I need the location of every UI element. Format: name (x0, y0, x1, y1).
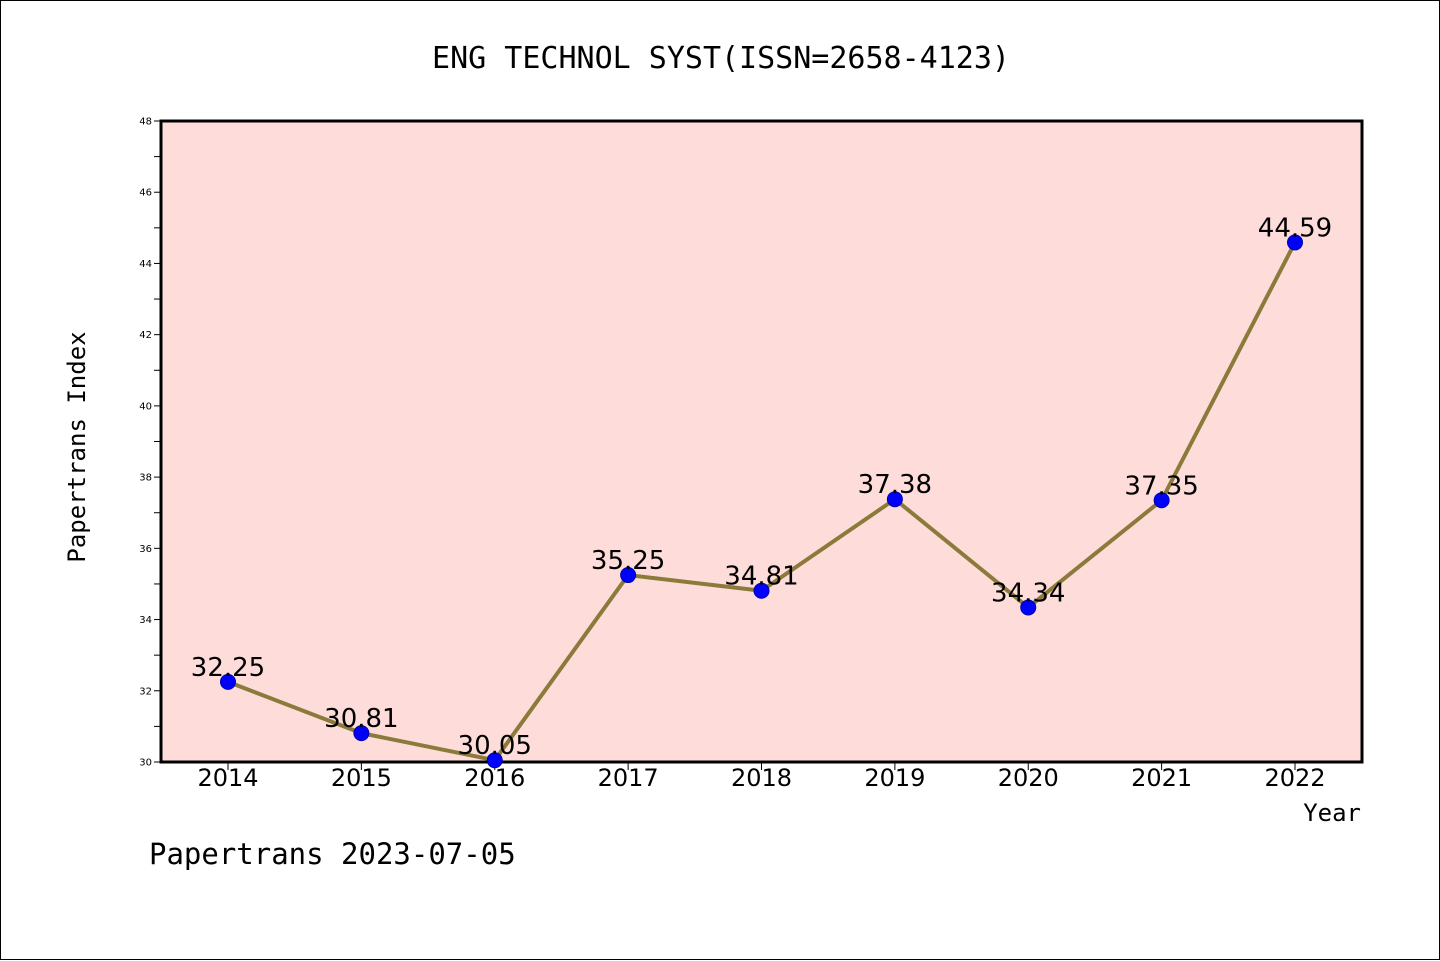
x-tick-label: 2015 (331, 764, 392, 792)
footer-date: Papertrans 2023-07-05 (149, 837, 516, 871)
x-tick-label: 2014 (197, 764, 258, 792)
x-tick-label: 2019 (864, 764, 925, 792)
x-tick-label: 2018 (731, 764, 792, 792)
data-label: 34.34 (991, 578, 1065, 608)
data-label: 37.35 (1124, 471, 1198, 501)
data-label: 32.25 (191, 653, 265, 683)
x-tick-label: 2016 (464, 764, 525, 792)
x-tick-label: 2021 (1131, 764, 1192, 792)
data-label: 35.25 (591, 546, 665, 576)
y-tick-label: 34 (139, 615, 152, 626)
x-axis: 2014 2015 2016 2017 2018 2019 2020 2021 2022 (197, 762, 1326, 792)
data-labels: 32.25 30.81 30.05 35.25 34.81 37.38 34.34 37.35… (191, 213, 1332, 761)
x-tick-label: 2020 (998, 764, 1059, 792)
y-tick-label: 42 (139, 330, 152, 341)
y-tick-label: 38 (139, 473, 152, 484)
y-tick-label: 30 (139, 758, 152, 769)
data-label: 30.05 (458, 731, 532, 761)
x-tick-label: 2017 (598, 764, 659, 792)
y-axis-label: Papertrans Index (63, 331, 91, 562)
data-point (353, 725, 370, 742)
data-label: 30.81 (324, 704, 398, 734)
data-point (753, 582, 770, 599)
data-label: 37.38 (858, 470, 932, 500)
data-point (620, 567, 637, 584)
chart-title: ENG TECHNOL SYST(ISSN=2658-4123) (432, 41, 1010, 76)
x-axis-label: Year (1303, 799, 1361, 827)
data-point (1153, 492, 1170, 509)
y-axis: 30 32 34 36 38 40 42 44 46 48 (139, 117, 161, 769)
x-tick-label: 2022 (1264, 764, 1325, 792)
y-tick-label: 40 (139, 401, 152, 412)
data-point (220, 673, 236, 690)
y-tick-label: 46 (139, 188, 152, 199)
y-tick-label: 44 (139, 259, 152, 270)
data-point (1287, 234, 1303, 251)
plot-area (159, 119, 1364, 764)
y-tick-label: 36 (139, 544, 152, 555)
data-point (1020, 599, 1037, 616)
data-point (486, 752, 503, 769)
data-label: 34.81 (724, 562, 798, 592)
data-label: 44.59 (1258, 213, 1332, 243)
y-tick-label: 32 (139, 686, 152, 697)
data-point (886, 491, 903, 508)
y-tick-label: 48 (139, 117, 152, 128)
data-markers (220, 234, 1303, 769)
